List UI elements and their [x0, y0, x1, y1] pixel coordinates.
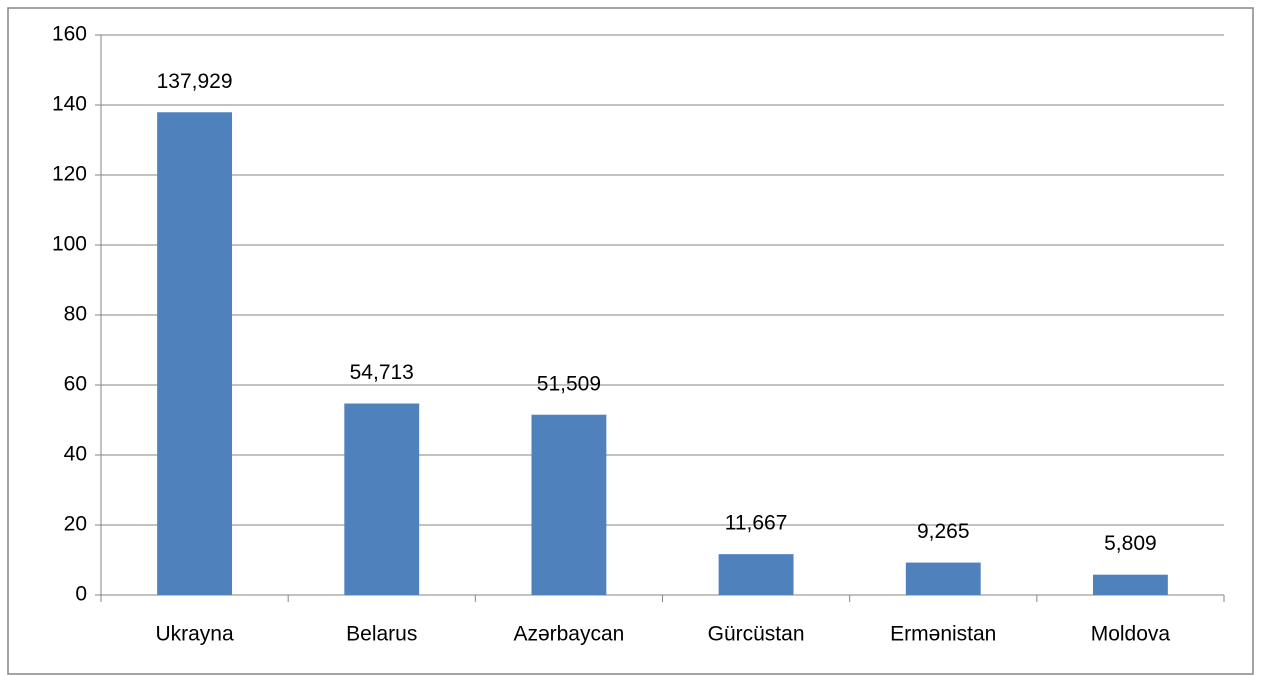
x-tick-label: Moldova: [1091, 623, 1171, 646]
y-tick-label: 140: [52, 93, 87, 116]
bar: [531, 414, 607, 595]
data-label: 51,509: [537, 372, 601, 395]
x-tick-label: Azərbaycan: [513, 623, 624, 646]
y-tick-label: 40: [64, 443, 87, 466]
x-tick-label: Ermənistan: [890, 623, 996, 646]
data-label: 5,809: [1104, 532, 1157, 555]
bar: [344, 403, 420, 595]
y-tick-label: 160: [52, 23, 87, 46]
bar: [157, 112, 233, 595]
y-tick-label: 0: [75, 583, 87, 606]
y-tick-label: 20: [64, 513, 87, 536]
y-tick-label: 100: [52, 233, 87, 256]
y-tick-label: 120: [52, 163, 87, 186]
bar: [1092, 574, 1168, 595]
x-tick-label: Ukrayna: [155, 623, 234, 646]
y-tick-label: 80: [64, 303, 87, 326]
bar: [718, 554, 794, 595]
data-label: 54,713: [350, 361, 414, 384]
data-label: 9,265: [917, 520, 970, 543]
data-label: 137,929: [157, 70, 233, 93]
y-tick-label: 60: [64, 373, 87, 396]
data-label: 11,667: [725, 512, 788, 535]
bar: [905, 562, 981, 595]
x-tick-label: Belarus: [346, 623, 417, 646]
x-tick-label: Gürcüstan: [708, 623, 805, 646]
